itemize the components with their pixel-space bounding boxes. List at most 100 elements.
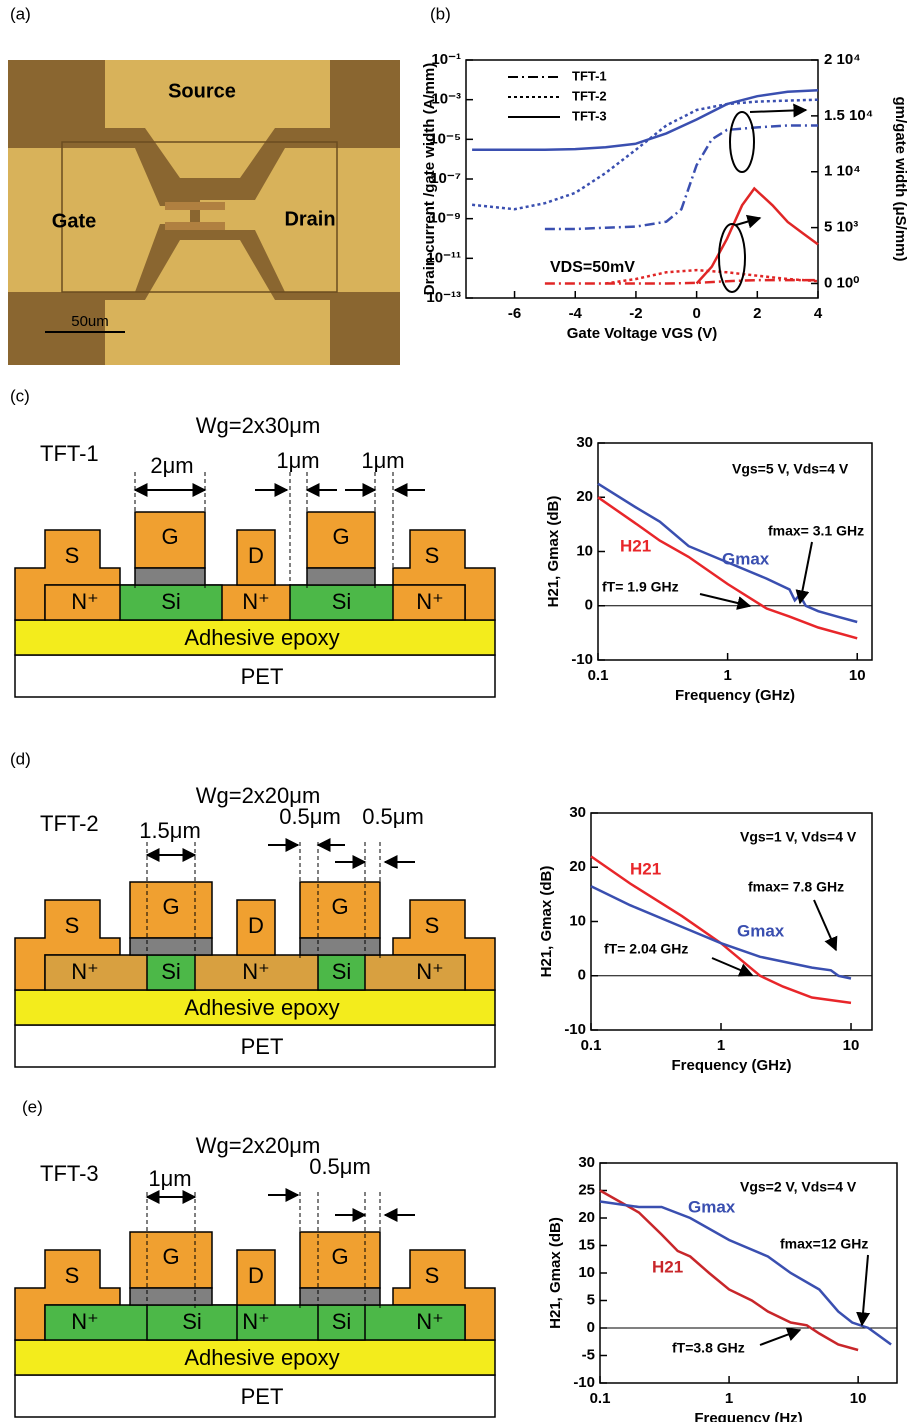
data-line <box>591 886 851 978</box>
data-line <box>545 126 818 230</box>
contact-label: D <box>248 913 264 938</box>
figure: (a)(b)(c)(d)(e)SourceGateDrain50um-6-4-2… <box>0 0 915 1422</box>
y2-tick-label: 1.5 10⁴ <box>824 107 873 124</box>
series-label: H21 <box>652 1257 683 1276</box>
y-tick-label: 15 <box>578 1236 595 1253</box>
y-tick-label: 0 <box>587 1319 595 1336</box>
panel-label: (d) <box>10 749 31 768</box>
x-tick-label: 10 <box>843 1037 860 1054</box>
y-tick-label: 10 <box>578 1264 595 1281</box>
gate-width: Wg=2x20μm <box>196 1133 321 1158</box>
annotation: fT= 1.9 GHz <box>602 579 679 595</box>
y2-tick-label: 1 10⁴ <box>824 163 861 180</box>
y-tick-label: 5 <box>587 1291 595 1308</box>
layer-label: Si <box>332 589 352 614</box>
dimension: 0.5μm <box>279 804 341 829</box>
contact-label: G <box>162 894 179 919</box>
y-tick-label: -5 <box>582 1346 595 1363</box>
gate-dielectric <box>307 568 375 585</box>
y-tick-label: 20 <box>578 1209 595 1226</box>
plot-frame <box>591 813 872 1030</box>
y-axis-label: H21, Gmax (dB) <box>547 1217 564 1329</box>
contact-label: G <box>331 1244 348 1269</box>
dimension: 0.5μm <box>309 1154 371 1179</box>
layer-label: N⁺ <box>242 959 270 984</box>
arrow <box>750 110 806 112</box>
y2-tick-label: 0 10⁰ <box>824 274 859 291</box>
data-line <box>600 1202 891 1345</box>
y-tick-label: 0 <box>578 967 586 984</box>
layer-label: Si <box>182 1309 202 1334</box>
annotation: VDS=50mV <box>550 259 635 276</box>
x-tick-label: 0.1 <box>581 1037 602 1054</box>
y-tick-label: 10 <box>569 912 586 929</box>
dimension: 1μm <box>276 448 319 473</box>
contact-label: G <box>161 524 178 549</box>
layer-label: Si <box>161 959 181 984</box>
annotation: fmax= 3.1 GHz <box>768 523 864 539</box>
layer-label: N⁺ <box>416 1309 444 1334</box>
panel-label: (b) <box>430 4 451 23</box>
layer-label: Si <box>161 589 181 614</box>
x-axis-label: Gate Voltage VGS (V) <box>567 325 718 342</box>
arrow <box>862 1255 868 1325</box>
series-label: Gmax <box>737 921 785 940</box>
dimension: 1μm <box>361 448 404 473</box>
y-tick-label: 20 <box>576 488 593 505</box>
x-tick-label: 10 <box>849 667 866 684</box>
layer-label: N⁺ <box>71 1309 99 1334</box>
contact-label: D <box>248 543 264 568</box>
x-tick-label: 0.1 <box>590 1390 611 1407</box>
arrow <box>712 958 752 975</box>
annotation: Vgs=2 V, Vds=4 V <box>740 1179 857 1195</box>
pad-label: Gate <box>52 210 96 232</box>
dimension: 1μm <box>148 1166 191 1191</box>
pad-label: Drain <box>284 208 335 230</box>
annotation: fT= 2.04 GHz <box>604 941 688 957</box>
contact-label: G <box>331 894 348 919</box>
y-tick-label: 10 <box>576 542 593 559</box>
annotation: fmax= 7.8 GHz <box>748 879 844 895</box>
epoxy-label: Adhesive epoxy <box>184 625 339 650</box>
gate-width: Wg=2x30μm <box>196 413 321 438</box>
contact-label: S <box>425 1263 440 1288</box>
gate-dielectric <box>130 1288 212 1305</box>
data-line <box>697 189 818 284</box>
contact-label: S <box>425 543 440 568</box>
x-tick-label: 1 <box>717 1037 725 1054</box>
annotation: Vgs=1 V, Vds=4 V <box>740 829 857 845</box>
device-label: TFT-1 <box>40 441 99 466</box>
contact-label: G <box>332 524 349 549</box>
y-tick-label: 30 <box>578 1154 595 1171</box>
x-axis-label: Frequency (GHz) <box>671 1057 791 1074</box>
gate-dielectric <box>300 1288 380 1305</box>
epoxy-label: Adhesive epoxy <box>184 995 339 1020</box>
x-tick-label: 0 <box>692 305 700 322</box>
x-tick-label: 4 <box>814 305 823 322</box>
y-tick-label: 25 <box>578 1181 595 1198</box>
x-tick-label: -4 <box>569 305 583 322</box>
contact-label: S <box>65 1263 80 1288</box>
x-tick-label: 1 <box>723 667 731 684</box>
y-axis-label: Drain current /gate width (A/mm) <box>421 63 438 296</box>
x-tick-label: 1 <box>725 1390 733 1407</box>
x-tick-label: -2 <box>629 305 642 322</box>
y-tick-label: -10 <box>573 1374 595 1391</box>
y-tick-label: -10 <box>571 651 593 668</box>
arrow <box>800 542 812 603</box>
data-line <box>545 280 818 283</box>
pad-label: Source <box>168 80 236 102</box>
contact-label: G <box>162 1244 179 1269</box>
annotation: Vgs=5 V, Vds=4 V <box>732 461 849 477</box>
y-axis-label: H21, Gmax (dB) <box>545 496 562 608</box>
gate-dielectric <box>300 938 380 955</box>
gate-dielectric <box>130 938 212 955</box>
arrow <box>760 1330 800 1345</box>
substrate-label: PET <box>241 1384 284 1409</box>
layer-label: N⁺ <box>242 589 270 614</box>
dimension: 2μm <box>150 453 193 478</box>
data-line <box>472 90 818 150</box>
callout-ellipse <box>730 112 754 172</box>
x-tick-label: 10 <box>850 1390 867 1407</box>
contact-label: S <box>65 913 80 938</box>
